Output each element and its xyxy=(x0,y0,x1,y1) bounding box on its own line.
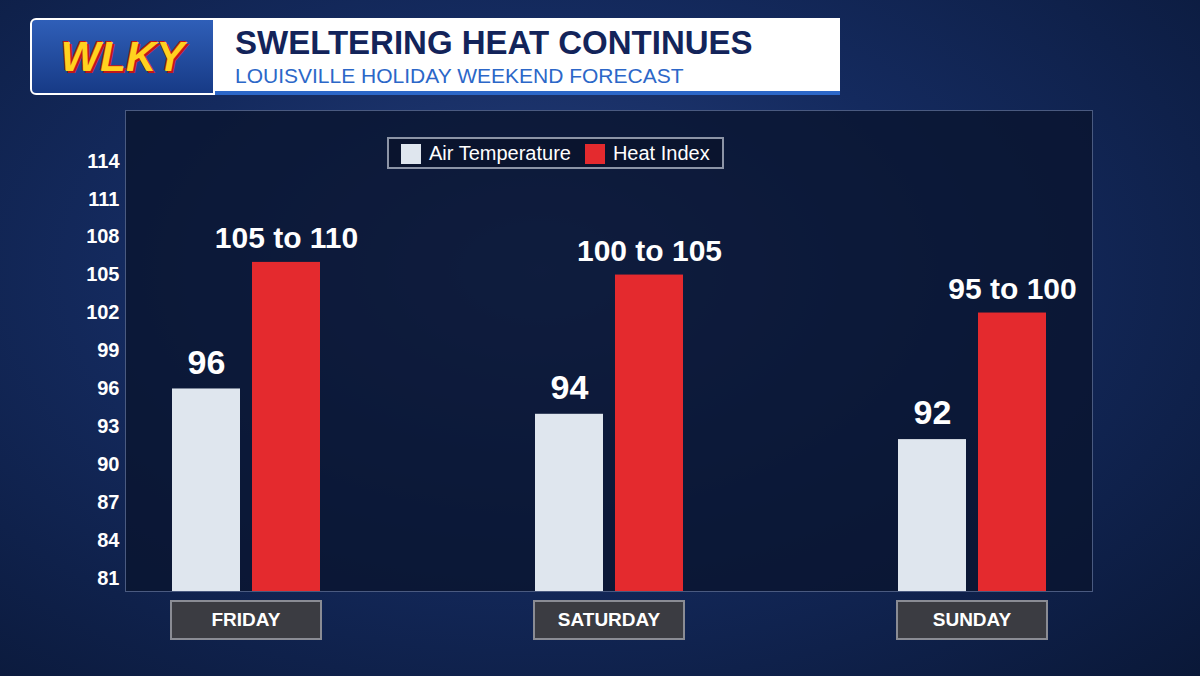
svg-text:105: 105 xyxy=(86,263,119,285)
html-text:WLKY: WLKY xyxy=(60,32,185,80)
svg-text:81: 81 xyxy=(97,567,119,589)
svg-text:92: 92 xyxy=(914,393,952,431)
html-text:Heat Index: Heat Index xyxy=(612,141,710,164)
svg-text:96: 96 xyxy=(97,377,119,399)
svg-text:100 to 105: 100 to 105 xyxy=(577,234,722,267)
html-text:FRIDAY: FRIDAY xyxy=(211,609,281,630)
html-text:SATURDAY: SATURDAY xyxy=(557,609,661,630)
svg-text:90: 90 xyxy=(97,453,119,475)
svg-text:105 to 110: 105 to 110 xyxy=(215,221,358,254)
html-text:SWELTERING HEAT CONTINUES: SWELTERING HEAT CONTINUES xyxy=(235,24,753,61)
svg-text:102: 102 xyxy=(86,301,119,323)
svg-text:108: 108 xyxy=(86,225,119,247)
svg-text:84: 84 xyxy=(97,529,120,551)
svg-text:95 to 100: 95 to 100 xyxy=(948,272,1076,305)
svg-text:87: 87 xyxy=(97,491,119,513)
svg-text:111: 111 xyxy=(88,188,119,210)
svg-text:99: 99 xyxy=(97,339,119,361)
svg-text:114: 114 xyxy=(87,150,120,172)
svg-text:94: 94 xyxy=(551,368,589,406)
html-text:LOUISVILLE HOLIDAY WEEKEND FOR: LOUISVILLE HOLIDAY WEEKEND FORECAST xyxy=(235,64,684,87)
svg-text:93: 93 xyxy=(97,415,119,437)
html-text:Air Temperature: Air Temperature xyxy=(429,141,571,164)
html-text:SUNDAY: SUNDAY xyxy=(932,609,1012,630)
svg-text:96: 96 xyxy=(188,343,226,381)
